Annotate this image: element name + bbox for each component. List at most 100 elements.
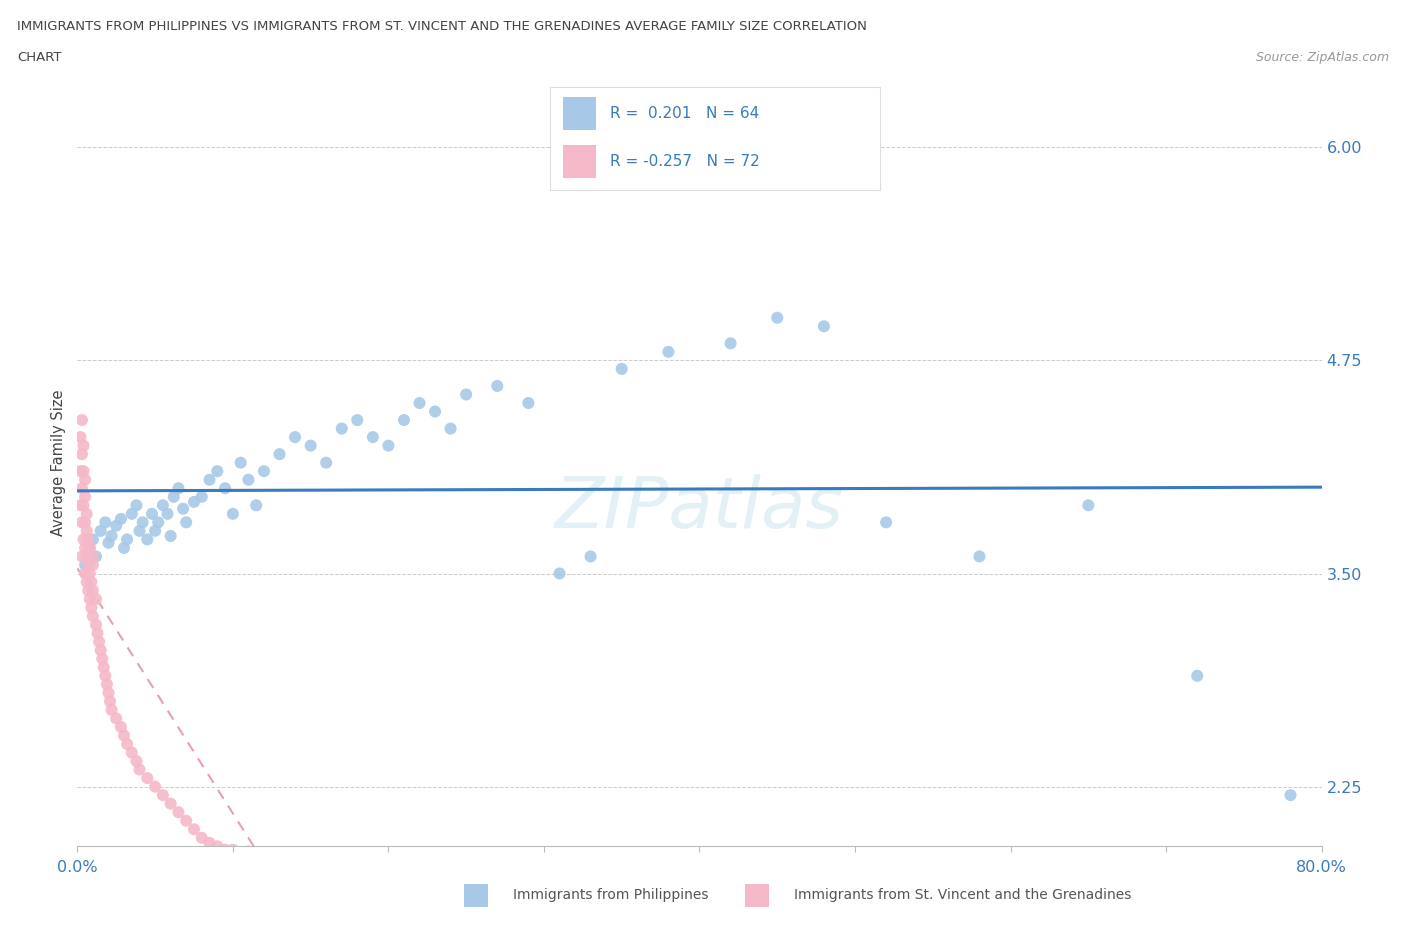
Point: [75, 558, 97, 573]
Point: [76, 506, 98, 521]
Point: [456, 387, 478, 402]
Point: [75, 472, 97, 487]
Point: [222, 843, 245, 857]
Point: [100, 702, 122, 717]
Point: [299, 849, 322, 864]
Point: [172, 501, 194, 516]
Text: Immigrants from Philippines: Immigrants from Philippines: [513, 887, 709, 902]
Point: [82, 558, 104, 573]
Point: [269, 847, 291, 862]
Text: CHART: CHART: [17, 51, 62, 64]
Point: [79, 540, 101, 555]
Point: [105, 518, 128, 533]
Point: [191, 489, 214, 504]
Point: [548, 566, 571, 581]
Text: ZIPatlas: ZIPatlas: [555, 474, 844, 543]
Point: [198, 472, 221, 487]
Point: [1187, 669, 1209, 684]
Point: [70, 515, 93, 530]
Point: [214, 843, 236, 857]
Point: [315, 851, 337, 866]
Point: [207, 464, 229, 479]
Point: [112, 728, 135, 743]
Point: [423, 404, 446, 418]
Point: [229, 455, 252, 470]
Point: [813, 319, 835, 334]
Point: [79, 540, 101, 555]
Point: [91, 651, 114, 666]
Point: [131, 515, 153, 530]
Point: [253, 464, 276, 479]
Text: Immigrants from St. Vincent and the Grenadines: Immigrants from St. Vincent and the Gren…: [794, 887, 1132, 902]
Point: [159, 796, 181, 811]
Point: [77, 583, 100, 598]
Point: [136, 532, 159, 547]
Point: [128, 762, 150, 777]
Point: [167, 481, 190, 496]
Point: [128, 524, 150, 538]
Point: [72, 464, 94, 479]
Point: [269, 446, 291, 461]
Text: 0.0%: 0.0%: [58, 860, 97, 875]
Point: [174, 515, 197, 530]
Point: [517, 395, 540, 410]
Point: [167, 804, 190, 819]
Point: [198, 835, 221, 850]
Y-axis label: Average Family Size: Average Family Size: [51, 390, 66, 536]
Point: [440, 421, 463, 436]
Point: [90, 524, 112, 538]
Point: [183, 822, 205, 837]
Point: [79, 591, 101, 606]
Point: [76, 524, 98, 538]
Point: [163, 489, 186, 504]
Point: [238, 472, 260, 487]
Point: [97, 685, 120, 700]
Point: [84, 549, 107, 564]
Point: [75, 515, 97, 530]
Point: [80, 600, 103, 615]
Point: [183, 495, 205, 510]
Point: [875, 515, 897, 530]
Point: [76, 575, 98, 590]
Point: [72, 498, 94, 512]
Point: [84, 618, 107, 632]
Point: [143, 779, 166, 794]
Point: [70, 413, 93, 428]
Point: [100, 528, 122, 543]
Point: [174, 813, 197, 828]
Text: IMMIGRANTS FROM PHILIPPINES VS IMMIGRANTS FROM ST. VINCENT AND THE GRENADINES AV: IMMIGRANTS FROM PHILIPPINES VS IMMIGRANT…: [17, 20, 866, 33]
Point: [253, 845, 276, 860]
Point: [141, 506, 163, 521]
Point: [110, 512, 132, 526]
Point: [70, 481, 93, 496]
Point: [207, 839, 229, 854]
Point: [84, 591, 107, 606]
Point: [361, 430, 384, 445]
Point: [125, 753, 148, 768]
Point: [191, 830, 214, 845]
Point: [159, 528, 181, 543]
Point: [75, 489, 97, 504]
Point: [579, 549, 602, 564]
Point: [98, 694, 121, 709]
Point: [93, 660, 115, 675]
Point: [69, 464, 91, 479]
Point: [214, 481, 236, 496]
Point: [299, 438, 322, 453]
Point: [125, 498, 148, 512]
Point: [156, 506, 179, 521]
Point: [110, 720, 132, 735]
Point: [94, 669, 117, 684]
Point: [143, 524, 166, 538]
Point: [94, 515, 117, 530]
Point: [136, 771, 159, 786]
Point: [284, 430, 307, 445]
Point: [121, 506, 143, 521]
Point: [121, 745, 143, 760]
Point: [75, 540, 97, 555]
Text: 80.0%: 80.0%: [1296, 860, 1347, 875]
Point: [105, 711, 128, 725]
Point: [72, 532, 94, 547]
Point: [720, 336, 742, 351]
Point: [82, 609, 104, 624]
